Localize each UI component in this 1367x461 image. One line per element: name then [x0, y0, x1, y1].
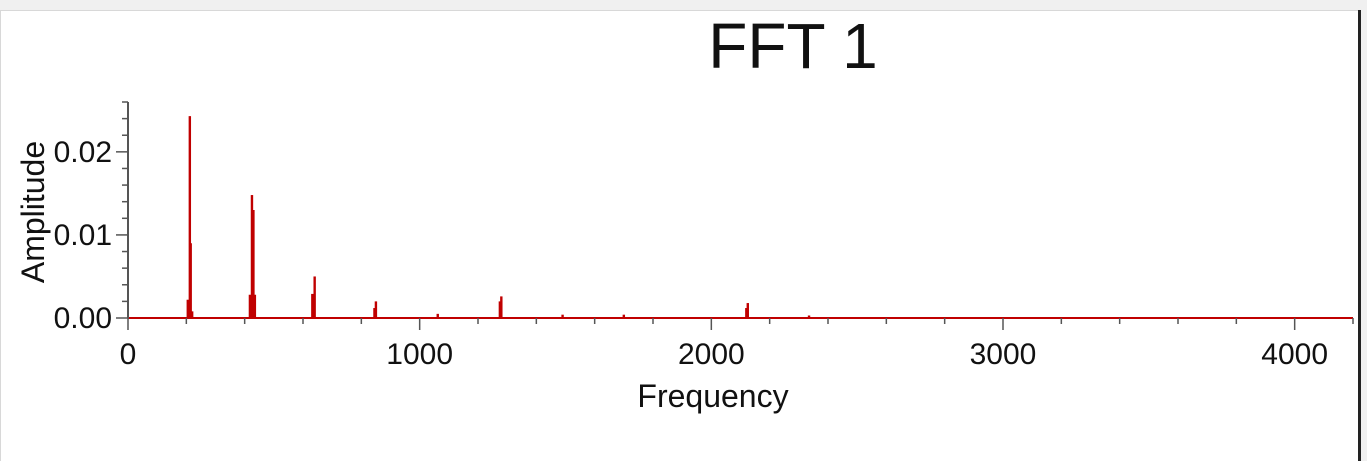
- spectrum-bar: [373, 308, 376, 318]
- y-tick-label: 0.02: [54, 136, 112, 169]
- spectrum-bar: [248, 294, 252, 318]
- spectrum-bar: [311, 293, 314, 318]
- spectrum-bar: [313, 276, 316, 318]
- spectrum-bar: [745, 308, 748, 318]
- chart-title: FFT 1: [708, 10, 878, 82]
- spectrum-bar: [622, 314, 626, 318]
- x-tick-label: 4000: [1261, 338, 1328, 371]
- x-axis-title: Frequency: [637, 378, 788, 414]
- spectrum-bar: [746, 303, 749, 318]
- spectrum-bar: [253, 294, 257, 318]
- spectrum-bar: [190, 311, 194, 318]
- spectrum-bar: [498, 301, 502, 318]
- spectrum-bar: [561, 314, 564, 318]
- window-edge: [1358, 10, 1361, 461]
- spectrum-bar: [436, 313, 439, 318]
- spectrum-bar: [500, 296, 503, 318]
- spectrum-bar: [250, 195, 254, 318]
- spectrum-bar: [252, 210, 255, 318]
- x-tick-label: 0: [120, 338, 137, 371]
- y-tick-label: 0.01: [54, 219, 112, 252]
- y-axis-title: Amplitude: [15, 141, 51, 283]
- x-tick-label: 1000: [386, 338, 453, 371]
- spectrum-bar: [189, 243, 192, 318]
- spectrum-bar: [374, 301, 378, 318]
- plot-area: 0.00 0.01 0.02 0 1000 2000 3000 4000: [54, 101, 1354, 371]
- x-tick-label: 2000: [678, 338, 745, 371]
- y-tick-label: 0.00: [54, 302, 112, 335]
- chart-panel: [0, 10, 1358, 461]
- spectrum-bar: [186, 299, 189, 318]
- spectrum-bar: [807, 315, 811, 318]
- x-tick-label: 3000: [970, 338, 1037, 371]
- spectrum-bar: [188, 116, 192, 318]
